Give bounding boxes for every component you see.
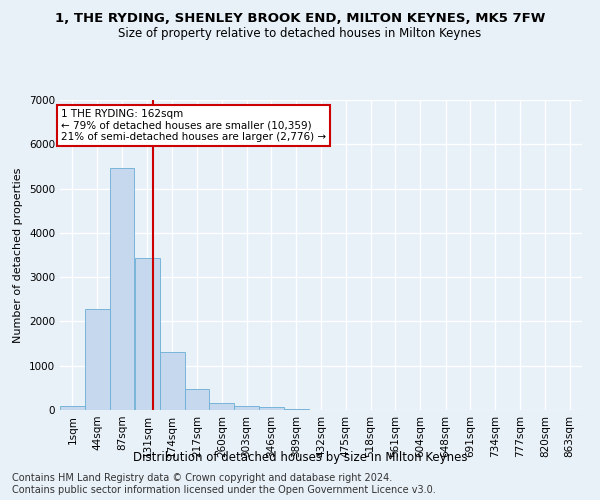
Text: Size of property relative to detached houses in Milton Keynes: Size of property relative to detached ho… xyxy=(118,28,482,40)
Bar xyxy=(284,408,308,410)
Text: Contains HM Land Registry data © Crown copyright and database right 2024.
Contai: Contains HM Land Registry data © Crown c… xyxy=(12,474,436,495)
Text: 1, THE RYDING, SHENLEY BROOK END, MILTON KEYNES, MK5 7FW: 1, THE RYDING, SHENLEY BROOK END, MILTON… xyxy=(55,12,545,26)
Bar xyxy=(85,310,110,410)
Bar xyxy=(60,406,85,410)
Bar xyxy=(160,352,185,410)
Bar xyxy=(110,168,134,410)
Text: Distribution of detached houses by size in Milton Keynes: Distribution of detached houses by size … xyxy=(133,451,467,464)
Text: 1 THE RYDING: 162sqm
← 79% of detached houses are smaller (10,359)
21% of semi-d: 1 THE RYDING: 162sqm ← 79% of detached h… xyxy=(61,109,326,142)
Bar xyxy=(185,389,209,410)
Y-axis label: Number of detached properties: Number of detached properties xyxy=(13,168,23,342)
Bar xyxy=(209,403,234,410)
Bar xyxy=(234,406,259,410)
Bar xyxy=(259,407,284,410)
Bar xyxy=(135,258,160,410)
